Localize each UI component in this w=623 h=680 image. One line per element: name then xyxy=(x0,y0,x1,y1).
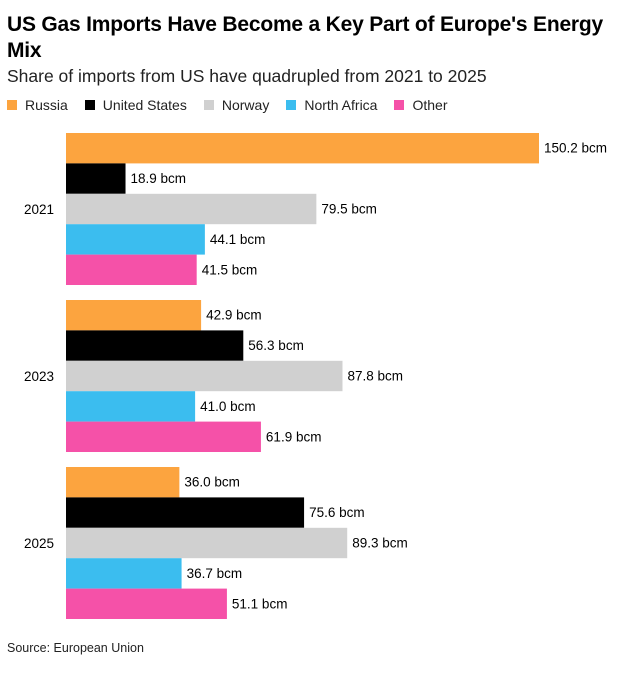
legend-item-united-states: United States xyxy=(84,97,187,113)
data-label-norway-2025: 89.3 bcm xyxy=(352,536,408,551)
bar-norway-2023 xyxy=(66,360,343,392)
data-label-russia-2021: 150.2 bcm xyxy=(544,141,607,156)
bar-norway-2021 xyxy=(66,193,317,225)
legend-item-russia: Russia xyxy=(7,97,68,113)
chart-subtitle: Share of imports from US have quadrupled… xyxy=(7,66,487,86)
legend-item-norway: Norway xyxy=(203,97,270,113)
legend-label-russia: Russia xyxy=(25,97,68,113)
bar-russia-2021 xyxy=(66,133,539,164)
legend-swatch-other xyxy=(394,100,405,110)
legend-item-other: Other xyxy=(394,97,447,113)
bar-russia-2023 xyxy=(66,300,202,331)
bar-chart: 2021 150.2 bcm 18.9 bcm 79.5 bcm 44.1 bcm 41.… xyxy=(24,133,607,619)
legend-label-north-africa: North Africa xyxy=(304,97,378,113)
data-label-norway-2023: 87.8 bcm xyxy=(347,369,403,384)
bar-other-2021 xyxy=(66,254,197,285)
legend-swatch-north-africa xyxy=(286,100,297,110)
data-label-united-states-2025: 75.6 bcm xyxy=(309,505,365,520)
legend-swatch-norway xyxy=(203,100,214,110)
category-label-2021: 2021 xyxy=(24,202,54,217)
data-label-united-states-2021: 18.9 bcm xyxy=(131,171,187,186)
category-label-2025: 2025 xyxy=(24,536,54,551)
legend-label-norway: Norway xyxy=(221,97,270,113)
category-label-2023: 2023 xyxy=(24,369,54,384)
bar-other-2025 xyxy=(66,588,227,619)
bar-north-africa-2021 xyxy=(66,224,205,255)
bar-united-states-2021 xyxy=(66,163,126,194)
data-label-other-2023: 61.9 bcm xyxy=(266,429,322,444)
bar-united-states-2025 xyxy=(66,497,305,528)
bar-norway-2025 xyxy=(66,527,348,559)
data-label-russia-2023: 42.9 bcm xyxy=(206,308,262,323)
bar-united-states-2023 xyxy=(66,330,244,361)
bar-north-africa-2023 xyxy=(66,391,196,422)
data-label-norway-2021: 79.5 bcm xyxy=(321,202,377,217)
legend-swatch-russia xyxy=(7,100,17,110)
data-label-other-2021: 41.5 bcm xyxy=(202,262,258,277)
source-note: Source: European Union xyxy=(7,641,144,655)
legend-label-other: Other xyxy=(412,97,448,113)
data-label-north-africa-2021: 44.1 bcm xyxy=(210,232,266,247)
bar-north-africa-2025 xyxy=(66,558,182,589)
legend: Russia United States Norway North Africa… xyxy=(7,96,464,114)
data-label-united-states-2023: 56.3 bcm xyxy=(248,338,304,353)
data-label-north-africa-2025: 36.7 bcm xyxy=(187,566,243,581)
legend-label-united-states: United States xyxy=(102,97,187,113)
data-label-russia-2025: 36.0 bcm xyxy=(184,475,240,490)
legend-swatch-united-states xyxy=(84,100,95,110)
data-label-north-africa-2023: 41.0 bcm xyxy=(200,399,256,414)
chart-title: US Gas Imports Have Become a Key Part of… xyxy=(7,13,604,62)
bar-russia-2025 xyxy=(66,467,180,498)
bar-other-2023 xyxy=(66,421,261,452)
data-label-other-2025: 51.1 bcm xyxy=(232,596,288,611)
legend-item-north-africa: North Africa xyxy=(286,97,377,113)
